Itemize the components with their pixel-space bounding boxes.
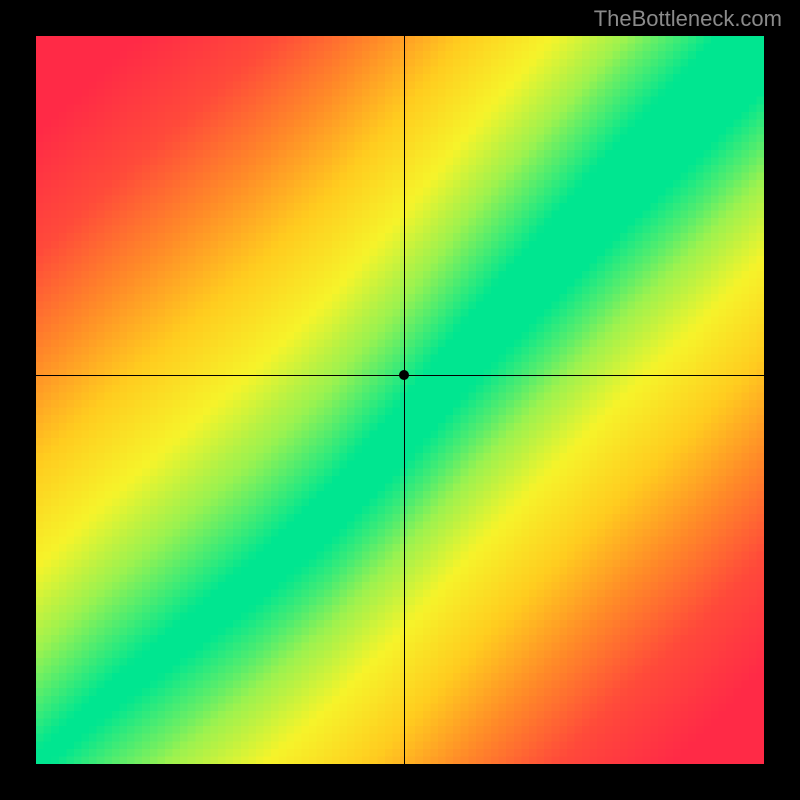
heatmap-canvas (36, 36, 764, 764)
data-point-marker (399, 370, 409, 380)
crosshair-vertical (404, 36, 405, 764)
watermark: TheBottleneck.com (594, 6, 782, 32)
heatmap-chart (36, 36, 764, 764)
